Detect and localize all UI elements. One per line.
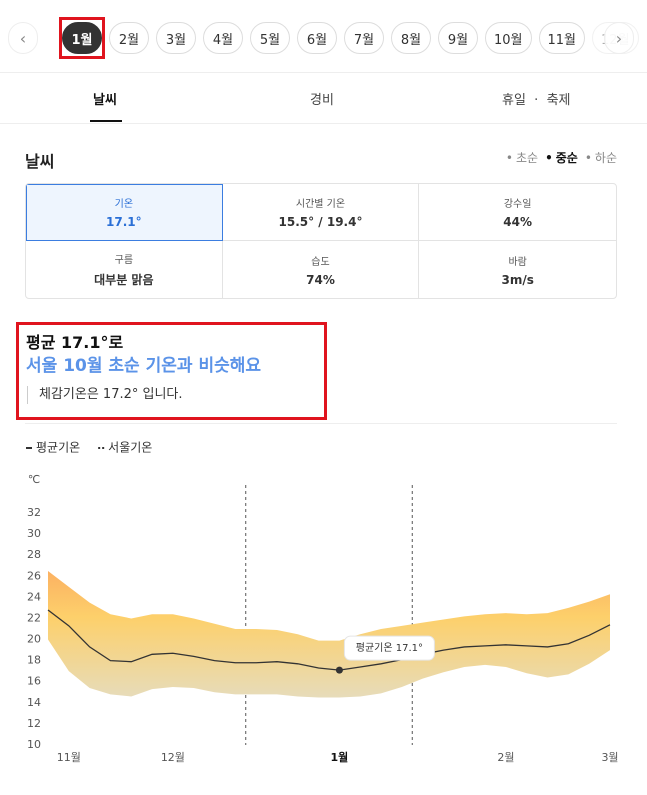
card-label: 구름 (114, 255, 134, 266)
series-line (47, 609, 611, 671)
card-label: 바람 (508, 256, 527, 268)
card-value: 74% (306, 272, 335, 287)
summary-note: 체감기온은 17.2° 입니다. (27, 386, 183, 404)
month-pill[interactable]: 11월 (538, 22, 586, 54)
tooltip-box (343, 635, 435, 661)
weather-card: 시간별 기온 15.5° / 19.4° (222, 184, 420, 241)
y-tick-label: 16 (27, 675, 41, 688)
y-tick-label: 14 (27, 696, 41, 709)
month-pill[interactable]: 9월 (438, 22, 478, 54)
y-tick-label: 12 (27, 717, 41, 730)
y-tick-label: 28 (27, 548, 41, 561)
y-tick-label: 32 (27, 506, 41, 519)
y-tick-label: 30 (27, 527, 41, 540)
temperature-band (48, 571, 610, 698)
tab-part: 축제 (546, 93, 571, 108)
tab[interactable]: 경비 (310, 93, 334, 108)
weather-card: 습도 74% (223, 241, 420, 298)
highlight-box (59, 17, 105, 59)
weather-card: 기온 17.1° (26, 184, 223, 241)
tab-underline (90, 120, 122, 122)
x-tick-label: 11월 (57, 751, 81, 764)
period-option[interactable]: 하순 (585, 149, 617, 166)
month-pill[interactable]: 3월 (156, 22, 196, 54)
month-pill[interactable]: 2월 (109, 22, 149, 54)
y-tick-label: 20 (27, 633, 41, 646)
month-pill[interactable]: 1월 (62, 22, 102, 54)
highlight-box (16, 322, 327, 420)
weather-card: 강수일 44% (419, 184, 616, 241)
month-pill[interactable]: 4월 (203, 22, 243, 54)
y-tick-label: 24 (27, 590, 41, 603)
card-value: 44% (503, 215, 533, 229)
x-tick-label: 3월 (601, 751, 618, 764)
month-pill[interactable]: 10월 (485, 22, 532, 54)
section-title: 날씨 (25, 152, 55, 171)
period-option[interactable]: 초순 (506, 149, 538, 166)
month-pill[interactable]: 6월 (297, 22, 337, 54)
summary-comparison: 서울 10월 초순 기온과 비슷해요 (26, 356, 262, 376)
tab-part: 휴일 (502, 93, 526, 108)
chart: 평균기온 서울기온 ℃ 10 12 14 16 18 20 22 24 26 28 30 32 평균기온 17… (26, 441, 619, 764)
x-tick-label: 1월 (331, 750, 349, 764)
card-value: 대부분 맑음 (94, 273, 154, 287)
divider (25, 423, 617, 424)
card-value: 15.5° / 19.4° (278, 215, 363, 229)
period-selector: 초순 중순 하순 (506, 149, 617, 166)
weather-card: 바람 3m/s (419, 241, 616, 298)
next-arrow[interactable]: › (604, 22, 634, 54)
card-label: 습도 (311, 256, 330, 268)
month-pill[interactable]: 8월 (391, 22, 431, 54)
card-value: 3m/s (501, 272, 534, 287)
card-label: 강수일 (503, 199, 532, 210)
x-tick-label: 2월 (497, 751, 514, 764)
legend-label: 평균기온 (36, 441, 80, 455)
y-tick-label: 18 (27, 654, 41, 667)
y-unit: ℃ (28, 473, 40, 486)
y-tick-label: 22 (27, 611, 41, 624)
month-tabs: 1월2월3월4월5월6월7월8월9월10월11월12월 (0, 22, 647, 56)
period-option[interactable]: 중순 (545, 149, 578, 166)
tab[interactable]: 날씨 (93, 93, 117, 108)
y-tick-label: 26 (27, 569, 41, 582)
y-tick-label: 10 (27, 738, 41, 751)
prev-arrow[interactable]: ‹ (8, 22, 38, 54)
month-row: 1월2월3월4월5월6월7월8월9월10월11월12월 (62, 22, 639, 54)
x-tick-label: 12월 (161, 751, 185, 764)
legend-label: 서울기온 (108, 441, 152, 455)
summary-headline: 평균 17.1°로 (26, 333, 124, 352)
card-label: 시간별 기온 (295, 199, 346, 210)
month-pill[interactable]: 5월 (250, 22, 290, 54)
month-pill[interactable]: 7월 (344, 22, 384, 54)
section-tabs: 날씨 경비 휴일 · 축제 (0, 72, 647, 124)
card-label: 기온 (114, 199, 134, 210)
card-value: 17.1° (106, 215, 142, 229)
point-marker (335, 666, 343, 674)
tab[interactable]: 휴일 · 축제 (502, 93, 571, 108)
tooltip-text: 평균기온 17.1° (356, 642, 423, 654)
